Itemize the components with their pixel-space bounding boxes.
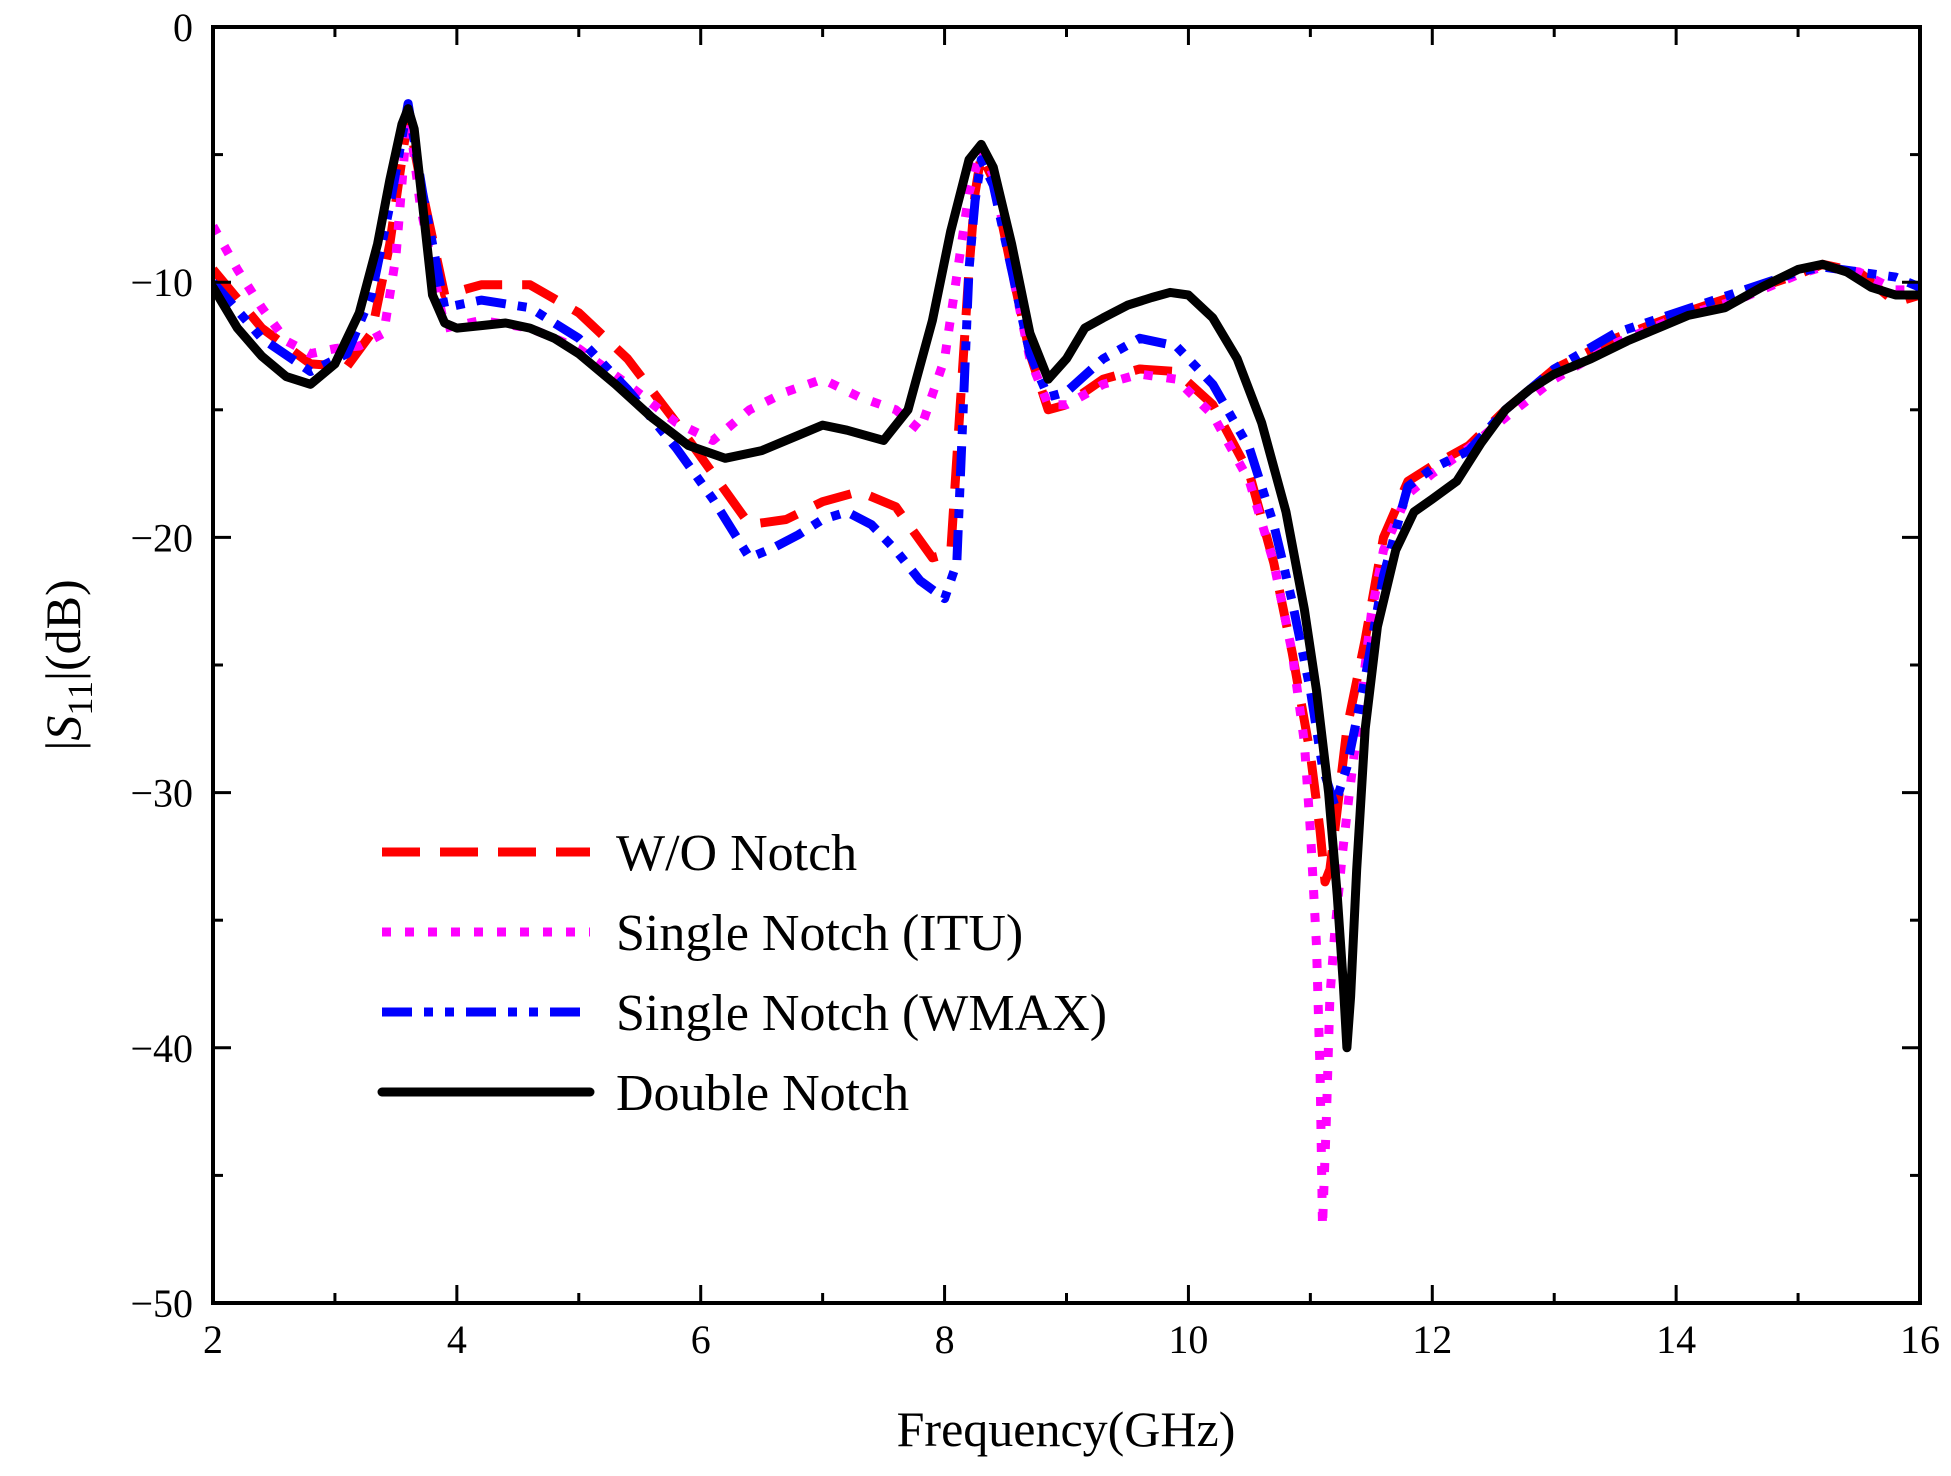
y-tick-label: −20 bbox=[130, 515, 193, 560]
x-tick-label: 14 bbox=[1656, 1317, 1696, 1362]
series-line-0 bbox=[213, 111, 1920, 887]
x-axis-title: Frequency(GHz) bbox=[897, 1401, 1236, 1457]
legend-label-0: W/O Notch bbox=[616, 825, 857, 882]
legend: W/O Notch Single Notch (ITU) Single Notch … bbox=[377, 825, 1107, 1122]
y-tick-label: −10 bbox=[130, 260, 193, 305]
x-tick-label: 12 bbox=[1412, 1317, 1452, 1362]
ticks-layer: 2 4 6 8 10 12 14 16 0 −10 −20 −30 −40 −50 bbox=[130, 5, 1940, 1362]
legend-label-2: Single Notch (WMAX) bbox=[616, 985, 1107, 1042]
x-tick-label: 10 bbox=[1168, 1317, 1208, 1362]
x-tick-label: 6 bbox=[691, 1317, 711, 1362]
x-tick-label: 2 bbox=[203, 1317, 223, 1362]
series-layer bbox=[213, 99, 1920, 1231]
y-tick-label: −30 bbox=[130, 771, 193, 816]
y-axis-title: |S11|(dB) bbox=[35, 579, 100, 750]
x-tick-label: 4 bbox=[447, 1317, 467, 1362]
series-line-3 bbox=[213, 104, 1920, 1053]
y-tick-label: 0 bbox=[173, 5, 193, 50]
legend-label-3: Double Notch bbox=[616, 1065, 909, 1122]
x-tick-label: 8 bbox=[935, 1317, 955, 1362]
series-line-1 bbox=[213, 104, 1920, 1231]
x-tick-label: 16 bbox=[1900, 1317, 1940, 1362]
legend-label-1: Single Notch (ITU) bbox=[616, 905, 1023, 962]
y-tick-label: −40 bbox=[130, 1026, 193, 1071]
y-tick-label: −50 bbox=[130, 1281, 193, 1326]
